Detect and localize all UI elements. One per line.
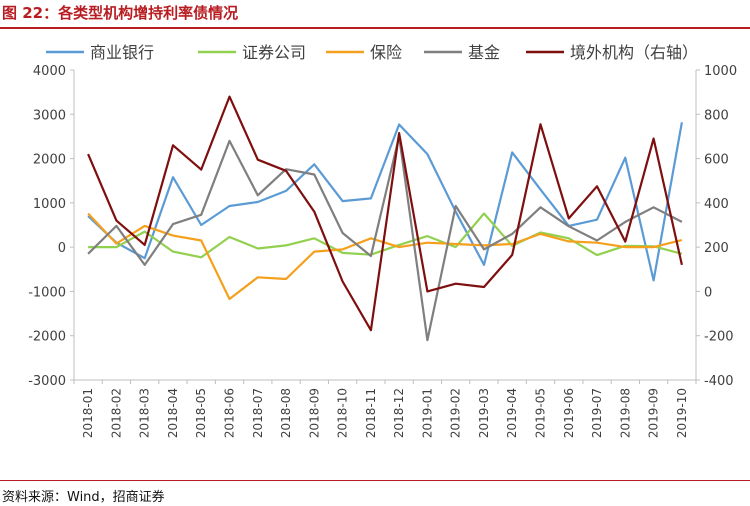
right-tick-label: 800 [704,108,729,123]
x-tick-label: 2019-09 [647,388,661,438]
figure-title: 图 22：各类型机构增持利率债情况 [2,4,239,22]
series-line [88,212,683,259]
right-tick-label: 200 [704,241,729,256]
x-tick-label: 2018-09 [307,388,321,438]
x-tick-label: 2018-10 [336,388,350,438]
left-tick-label: 4000 [33,64,66,79]
x-tick-label: 2018-03 [138,388,152,438]
x-tick-label: 2018-06 [223,388,237,438]
x-tick-label: 2018-05 [194,388,208,438]
x-tick-label: 2019-04 [505,388,519,438]
right-tick-label: -200 [704,330,734,345]
x-tick-label: 2018-07 [251,388,265,438]
series-lines [87,95,683,342]
title-rule [0,27,750,29]
legend-label: 境外机构（右轴） [570,43,698,62]
series-line [87,95,683,332]
x-axis: 2018-01 2018-02 2018-03 2018-04 2018-05 2018-… [73,379,697,438]
left-tick-label: 1000 [33,197,66,212]
line-chart: 商业银行 证券公司 保险 基金 境外机构（右轴） -3000-2000-10000100… [28,43,737,438]
left-tick-label: 2000 [33,153,66,168]
left-tick-label: -3000 [28,374,66,389]
left-y-axis: -3000 -2000 -1000 0 1000 2000 3000 4000 [28,64,75,389]
series-line [87,122,683,282]
source-note: 资料来源：Wind，招商证券 [2,490,165,505]
left-tick-label: 3000 [33,108,66,123]
right-tick-label: 400 [704,197,729,212]
x-tick-label: 2018-02 [109,388,123,438]
legend-label: 基金 [468,43,500,62]
x-tick-label: 2019-02 [449,388,463,438]
right-y-axis: -400 -200 0 200 400 600 800 1000 [695,64,737,389]
right-tick-label: -400 [704,374,734,389]
x-tick-label: 2019-10 [675,388,689,438]
chart-legend: 商业银行 证券公司 保险 基金 境外机构（右轴） [46,43,698,62]
x-tick-label: 2019-08 [618,388,632,438]
left-tick-label: 0 [58,241,66,256]
x-tick-label: 2018-12 [392,388,406,438]
x-tick-label: 2019-05 [534,388,548,438]
x-tick-label: 2018-01 [81,388,95,438]
legend-label: 保险 [370,43,402,62]
series-line [87,135,683,342]
right-tick-label: 0 [704,285,712,300]
x-tick-label: 2019-07 [590,388,604,438]
source-rule [0,480,750,481]
x-tick-label: 2018-04 [166,388,180,438]
left-tick-label: -1000 [28,285,66,300]
right-tick-label: 1000 [704,64,737,79]
left-tick-label: -2000 [28,330,66,345]
right-tick-label: 600 [704,153,729,168]
series-line [87,212,683,301]
x-tick-label: 2018-11 [364,388,378,438]
legend-label: 商业银行 [90,43,154,62]
x-tick-label: 2019-03 [477,388,491,438]
x-tick-label: 2018-08 [279,388,293,438]
legend-label: 证券公司 [242,43,306,62]
x-tick-label: 2019-06 [562,388,576,438]
x-tick-label: 2019-01 [420,388,434,438]
